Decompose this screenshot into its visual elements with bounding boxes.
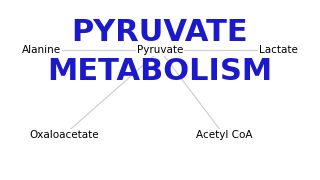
Text: Oxaloacetate: Oxaloacetate (29, 130, 99, 140)
Text: METABOLISM: METABOLISM (47, 57, 273, 87)
Text: Alanine: Alanine (22, 45, 61, 55)
Text: Lactate: Lactate (259, 45, 298, 55)
Text: PYRUVATE: PYRUVATE (72, 18, 248, 47)
Text: Pyruvate: Pyruvate (137, 45, 183, 55)
Text: Acetyl CoA: Acetyl CoA (196, 130, 252, 140)
